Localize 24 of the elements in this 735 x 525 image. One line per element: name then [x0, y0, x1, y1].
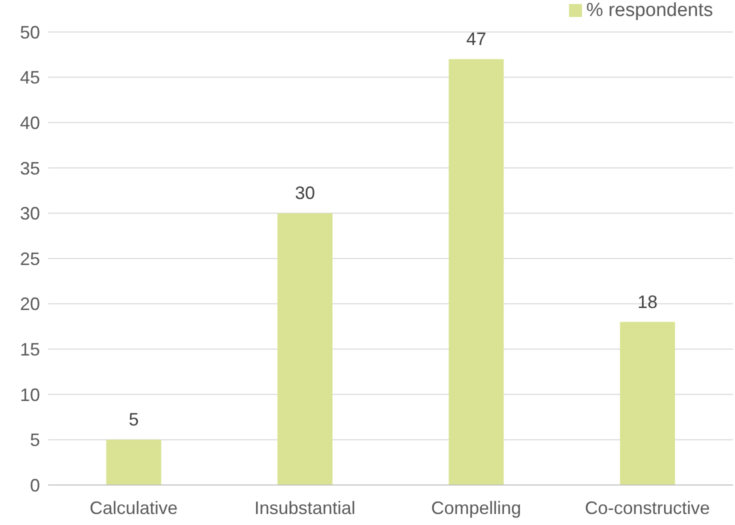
x-tick-label: Co-constructive — [584, 498, 710, 518]
data-label: 5 — [128, 410, 139, 430]
bar — [106, 440, 162, 485]
y-tick-label: 40 — [20, 112, 40, 133]
y-tick-label: 0 — [30, 475, 40, 496]
y-tick-label: 5 — [30, 430, 40, 450]
y-tick-label: 20 — [20, 294, 40, 314]
x-tick-label: Calculative — [90, 498, 178, 518]
bar — [448, 59, 504, 485]
y-tick-label: 30 — [20, 204, 40, 224]
data-label: 18 — [637, 292, 658, 312]
y-tick-label: 45 — [20, 68, 40, 88]
bar — [277, 213, 332, 485]
y-tick-label: 35 — [20, 158, 40, 178]
legend-label: % respondents — [586, 0, 713, 21]
y-tick-label: 25 — [20, 248, 40, 269]
bar — [620, 322, 675, 485]
x-tick-label: Insubstantial — [254, 498, 356, 518]
data-label: 30 — [294, 183, 315, 204]
y-tick-label: 10 — [20, 384, 40, 405]
y-tick-label: 50 — [20, 22, 40, 42]
x-tick-label: Compelling — [431, 498, 522, 518]
y-tick-label: 15 — [20, 339, 40, 360]
data-label: 47 — [466, 29, 486, 50]
